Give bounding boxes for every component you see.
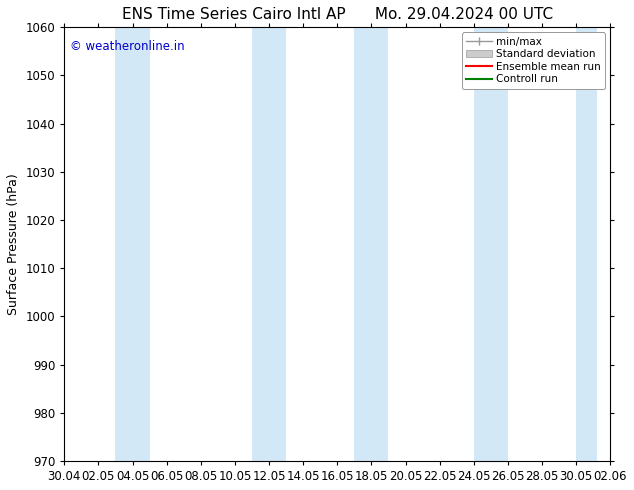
Legend: min/max, Standard deviation, Ensemble mean run, Controll run: min/max, Standard deviation, Ensemble me… — [462, 32, 605, 89]
Bar — [576, 27, 597, 461]
Title: ENS Time Series Cairo Intl AP      Mo. 29.04.2024 00 UTC: ENS Time Series Cairo Intl AP Mo. 29.04.… — [122, 7, 553, 22]
Bar — [354, 27, 389, 461]
Bar — [115, 27, 150, 461]
Y-axis label: Surface Pressure (hPa): Surface Pressure (hPa) — [7, 173, 20, 315]
Text: © weatheronline.in: © weatheronline.in — [70, 40, 184, 53]
Bar — [474, 27, 508, 461]
Bar — [252, 27, 286, 461]
